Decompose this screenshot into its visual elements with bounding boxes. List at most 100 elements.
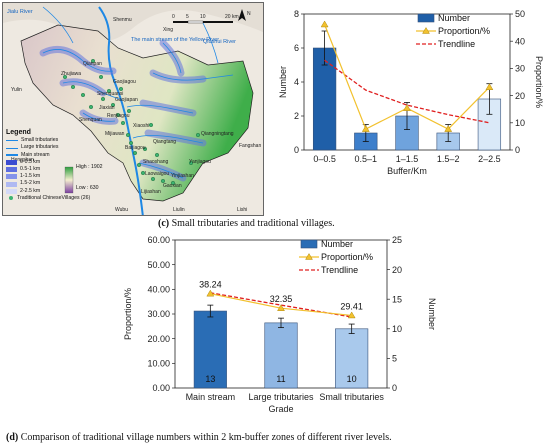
legend-main-stream: Main stream xyxy=(6,152,108,159)
legend-swatch xyxy=(6,188,17,194)
elevation-colorbar xyxy=(64,166,74,194)
bar-value-label: 10 xyxy=(347,374,357,384)
caption-d-letter: (d) xyxy=(6,432,19,443)
legend-proportion-marker xyxy=(422,27,430,34)
place-label: Liulin xyxy=(173,207,185,213)
river-label-jialu: Jialu River xyxy=(7,9,33,15)
legend-buffer-4: 2-2.5 km xyxy=(6,188,108,195)
legend-line-icon xyxy=(6,154,18,157)
proportion-value-label: 38.24 xyxy=(199,280,222,290)
north-arrow-icon xyxy=(238,9,246,21)
place-label: Qiangtang xyxy=(153,139,176,145)
place-label: Baijiagou xyxy=(125,145,146,151)
y2-axis-label: Proportion/% xyxy=(534,56,544,108)
y-tick-label: 50.00 xyxy=(147,260,170,270)
x-axis-label: Grade xyxy=(268,404,293,414)
legend-number-swatch xyxy=(300,239,318,249)
village-dot-icon xyxy=(9,196,13,201)
scale-label-0: 0 xyxy=(172,14,175,20)
legend-label: Large tributaries xyxy=(21,144,59,151)
tributary-lines xyxy=(42,6,234,179)
x-axis-label: Buffer/Km xyxy=(387,166,427,176)
y-tick-label: 30.00 xyxy=(147,309,170,319)
place-label: Jiaxian xyxy=(99,105,115,111)
place-label: Yulin xyxy=(11,87,22,93)
y-tick-label: 4 xyxy=(294,77,299,87)
legend-swatch xyxy=(6,181,17,187)
proportion-value-label: 32.35 xyxy=(270,294,293,304)
caption-c: (c) Small tributaries and traditional vi… xyxy=(158,218,335,229)
place-label: Gaoxian xyxy=(163,183,182,189)
legend-high: High : 1902 xyxy=(76,164,103,170)
legend-low: Low : 630 xyxy=(76,185,99,191)
legend-buffer-3: 1.5-2 km xyxy=(6,180,108,187)
place-label: Lishi xyxy=(237,207,247,213)
proportion-marker xyxy=(347,311,356,319)
y-axis-label: Number xyxy=(278,66,288,98)
y-tick-label: 40.00 xyxy=(147,285,170,295)
y-tick-label: 2 xyxy=(294,111,299,121)
proportion-marker xyxy=(485,83,494,90)
legend-proportion-marker xyxy=(305,253,313,260)
place-label: Renjiagou xyxy=(107,113,130,119)
y-tick-label: 0.00 xyxy=(152,383,170,393)
legend-label: 0.5-1 km xyxy=(20,166,41,173)
proportion-value-label: 29.41 xyxy=(340,301,363,311)
main-stream-line xyxy=(98,6,144,215)
proportion-marker xyxy=(361,125,370,132)
scale-bar xyxy=(173,20,233,24)
y2-tick-label: 40 xyxy=(515,36,525,46)
legend-buffer-1: 0.5-1 km xyxy=(6,166,108,173)
chart-c: 0 2 4 6 8 0 10 20 30 40 50 0–0.5 0.5–1 1–1.5 1.5–2 2–2.… xyxy=(278,9,544,176)
legend-label: Main stream xyxy=(21,151,50,158)
study-area-map: N 0 5 10 20 km Jialu River The main stre… xyxy=(2,2,264,216)
river-label-qiushui: Qiushui River xyxy=(203,39,236,45)
y-axis-label: Proportion/% xyxy=(123,288,133,340)
place-label: Hengshan xyxy=(11,157,34,163)
caption-c-letter: (c) xyxy=(158,218,170,229)
legend-number-label: Number xyxy=(438,13,470,23)
chart-d: 0.00 10.00 20.00 30.00 40.00 50.00 60.00 0 5 10 15… xyxy=(123,235,437,414)
y2-tick-label: 25 xyxy=(392,235,402,245)
place-label: Fangshan xyxy=(239,143,261,149)
proportion-marker xyxy=(403,104,411,111)
y2-axis-label: Number xyxy=(427,298,437,330)
study-area-boundary xyxy=(20,24,254,202)
place-label: Laowaigou xyxy=(145,171,169,177)
place-label: Gaojiagou xyxy=(113,79,136,85)
bar-value-label: 11 xyxy=(276,374,285,384)
legend-line-icon xyxy=(6,140,18,142)
place-label: Shenquansi xyxy=(97,91,123,97)
proportion-marker xyxy=(320,20,329,28)
legend-label: 1.5-2 km xyxy=(20,180,41,187)
north-label: N xyxy=(247,11,251,17)
place-label: Lijiashan xyxy=(141,189,161,195)
legend-trend-label: Trendline xyxy=(438,39,475,49)
place-label: Shenmu xyxy=(113,17,132,23)
legend-proportion-label: Proportion/% xyxy=(321,252,373,262)
x-tick-label: 0–0.5 xyxy=(313,154,336,164)
map-legend: Legend Small tributaries Large tributari… xyxy=(6,129,108,215)
bar-value-label: 13 xyxy=(205,374,215,384)
legend-small-tributaries: Small tributaries xyxy=(6,137,108,144)
y2-tick-label: 10 xyxy=(392,324,402,334)
place-label: Qiangningtang xyxy=(201,131,234,137)
caption-d-text: Comparison of traditional village number… xyxy=(18,432,392,443)
x-tick-label: Main stream xyxy=(186,392,236,402)
legend-large-tributaries: Large tributaries xyxy=(6,144,108,151)
y2-tick-label: 5 xyxy=(392,354,397,364)
bar xyxy=(335,328,369,389)
trendline xyxy=(324,59,490,124)
place-label: Gaojiapan xyxy=(115,97,138,103)
proportion-marker xyxy=(444,125,453,132)
legend-swatch xyxy=(6,174,17,180)
legend-swatch xyxy=(6,159,17,165)
scale-label-10: 10 xyxy=(200,14,206,20)
legend-buffer-0: 0-0.5 km xyxy=(6,159,108,166)
legend-number-swatch xyxy=(417,13,435,23)
caption-d: (d) Comparison of traditional village nu… xyxy=(6,432,392,443)
caption-c-text: Small tributaries and traditional villag… xyxy=(169,218,335,229)
place-label: Wubu xyxy=(115,207,128,213)
chart-d-container: 0.00 10.00 20.00 30.00 40.00 50.00 60.00 0 5 10 15… xyxy=(115,232,445,430)
chart-c-container: 0 2 4 6 8 0 10 20 30 40 50 0–0.5 0.5–1 1–1.5 1.5–2 2–2.… xyxy=(270,2,548,212)
